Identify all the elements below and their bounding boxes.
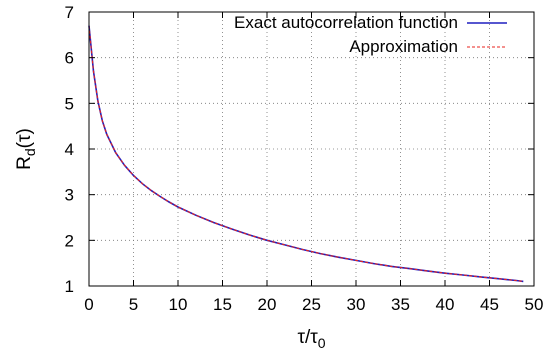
y-tick-label: 6 <box>65 49 74 68</box>
x-tick-label: 25 <box>302 295 321 314</box>
x-axis-label: τ/τ0 <box>297 327 325 351</box>
y-axis-label-argument: (τ) <box>14 128 35 148</box>
y-tick-label: 3 <box>65 186 74 205</box>
y-tick-label: 5 <box>65 94 74 113</box>
plot-series <box>88 25 524 283</box>
legend-label-exact: Exact autocorrelation function <box>234 13 458 32</box>
legend: Exact autocorrelation function Approxima… <box>234 13 507 56</box>
x-tick-label: 40 <box>436 295 455 314</box>
x-tick-label: 0 <box>84 295 93 314</box>
y-tick-label: 7 <box>65 3 74 22</box>
series-line-approximation <box>88 25 524 282</box>
y-tick-label: 2 <box>65 231 74 250</box>
x-tick-label: 50 <box>525 295 544 314</box>
grid <box>89 12 534 286</box>
legend-label-approximation: Approximation <box>349 37 458 56</box>
y-axis-label-subscript: d <box>22 148 38 156</box>
y-tick-label: 1 <box>65 277 74 296</box>
x-axis-label-subscript: 0 <box>318 335 326 351</box>
x-tick-label: 35 <box>391 295 410 314</box>
series-line-exact <box>88 25 524 283</box>
x-tick-label: 20 <box>258 295 277 314</box>
x-tick-label: 30 <box>347 295 366 314</box>
x-tick-label: 15 <box>213 295 232 314</box>
x-tick-label: 45 <box>480 295 499 314</box>
x-tick-label: 5 <box>129 295 138 314</box>
y-axis-label: Rd(τ) <box>14 128 38 170</box>
x-axis-label-base: τ/τ <box>297 327 318 348</box>
x-tick-label: 10 <box>169 295 188 314</box>
y-tick-label: 4 <box>65 140 74 159</box>
y-axis-label-base: R <box>14 156 35 170</box>
